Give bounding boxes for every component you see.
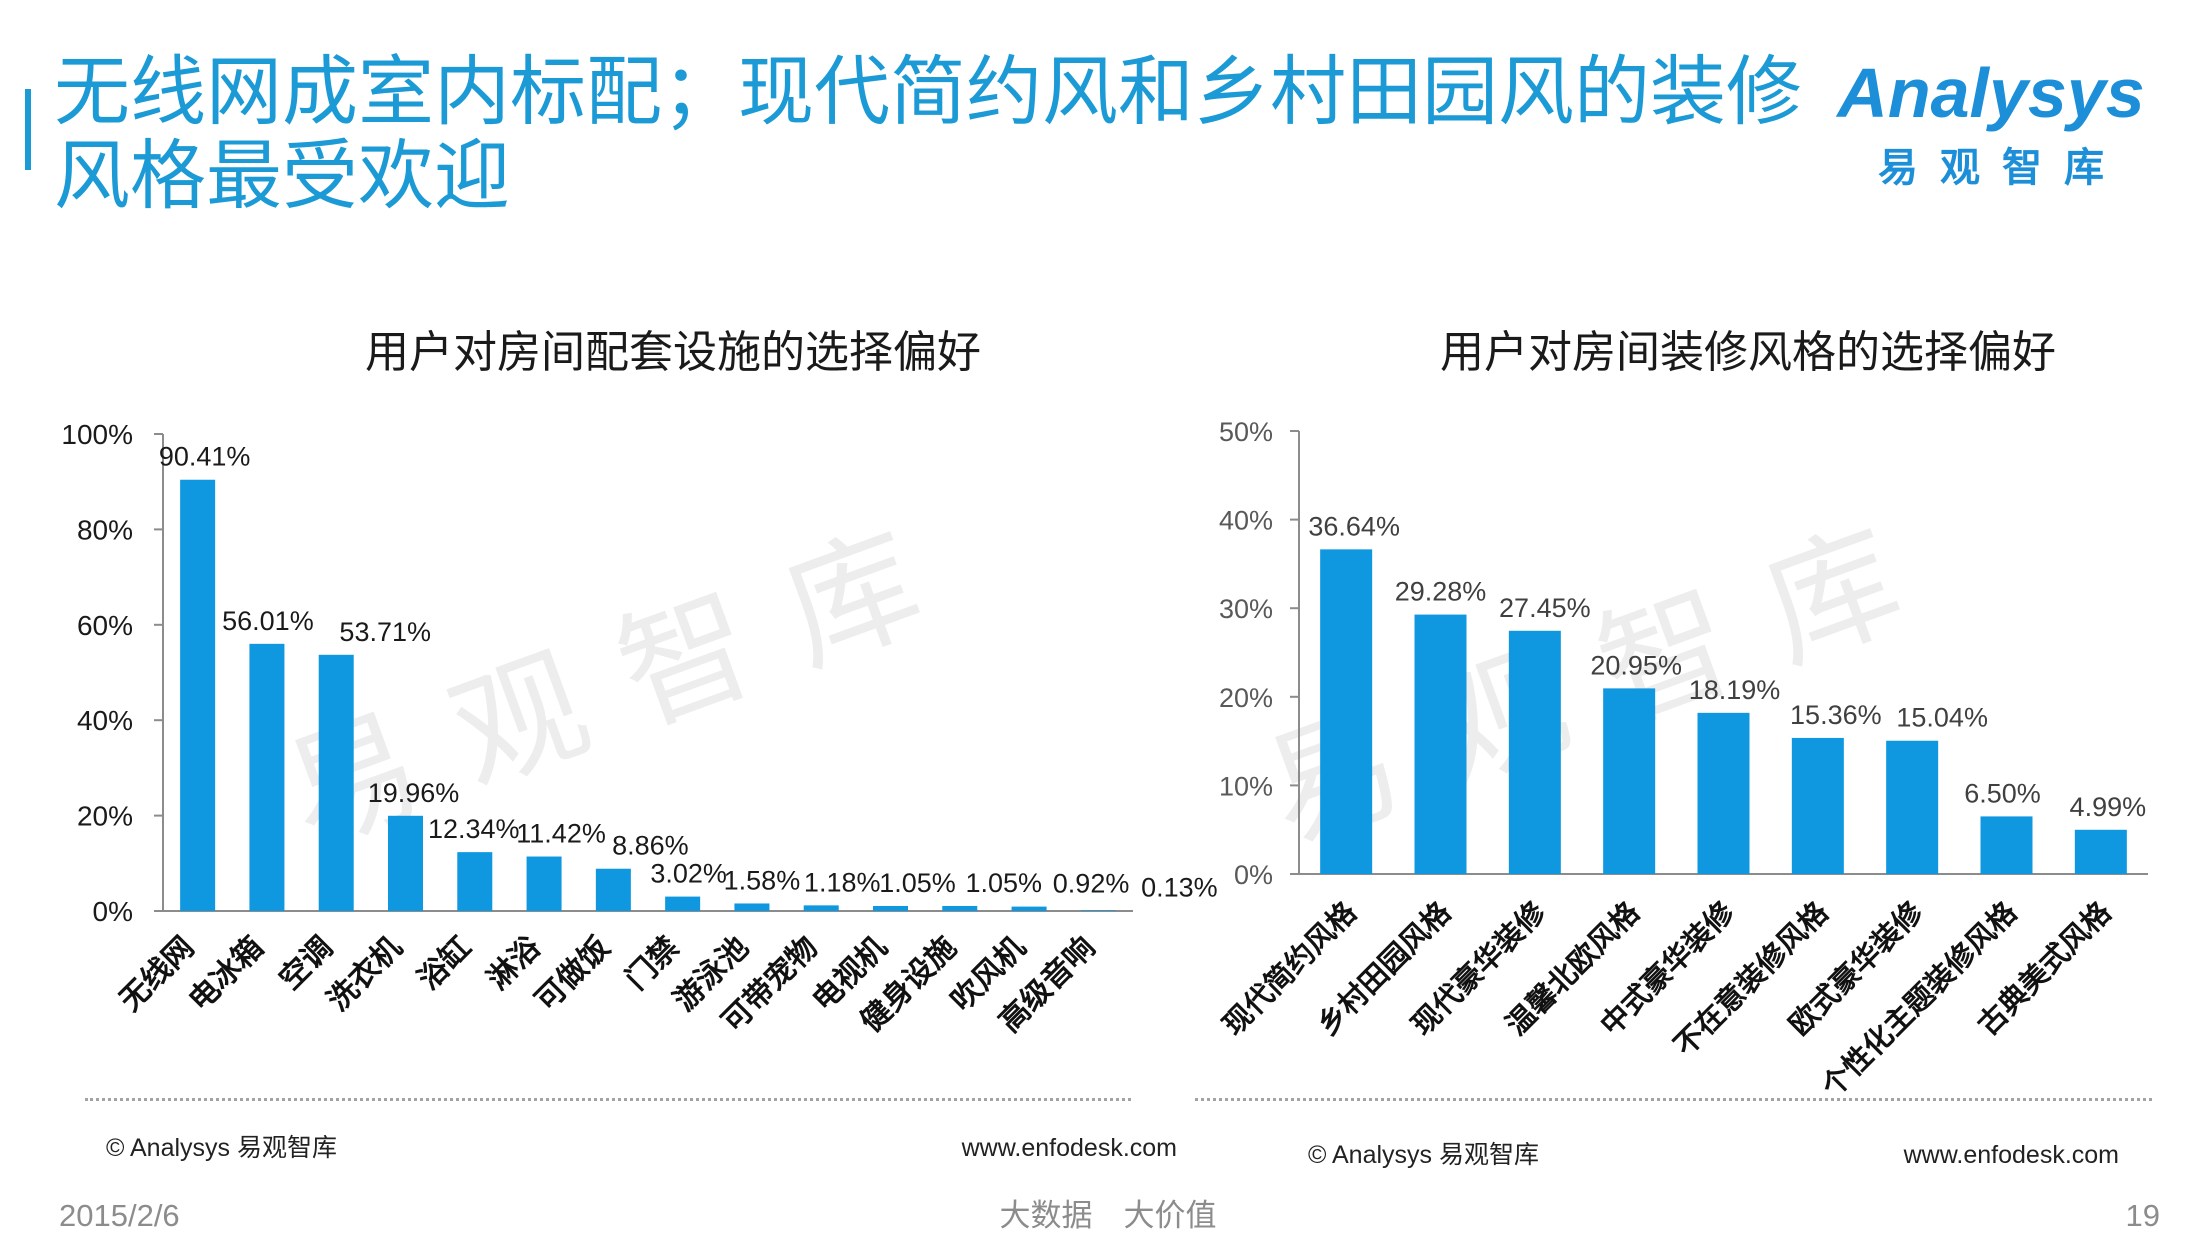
y-tick-label: 80%	[77, 514, 133, 545]
bar	[1414, 614, 1467, 874]
bar	[942, 905, 978, 911]
source-copyright: © Analysys 易观智库	[106, 1134, 337, 1162]
data-label: 12.34%	[428, 814, 520, 844]
logo-wordmark: Analysys	[1837, 54, 2145, 132]
bar	[526, 856, 562, 911]
y-tick-label: 10%	[1219, 771, 1273, 801]
bar	[249, 643, 285, 911]
y-tick-label: 0%	[1234, 860, 1273, 890]
bar	[665, 896, 701, 911]
bar	[1697, 712, 1750, 874]
data-label: 20.95%	[1590, 650, 1682, 680]
chart-title: 用户对房间配套设施的选择偏好	[365, 328, 981, 377]
bar	[803, 905, 839, 911]
data-label: 0.13%	[1141, 872, 1218, 902]
footer-slogan: 大数据 大价值	[999, 1198, 1217, 1233]
chart-title: 用户对房间装修风格的选择偏好	[1440, 328, 2056, 377]
data-label: 4.99%	[2070, 792, 2147, 822]
bar	[388, 815, 423, 911]
facilities-chart: 易观智库 用户对房间配套设施的选择偏好 0% 20% 40% 60% 80% 100% 90…	[61, 328, 1217, 1039]
data-label: 36.64%	[1308, 511, 1400, 541]
data-label: 6.50%	[1964, 778, 2041, 808]
category-label: 浴缸	[411, 930, 477, 996]
data-label: 90.41%	[159, 442, 251, 472]
category-label: 洗衣机	[321, 931, 408, 1018]
bar	[457, 852, 493, 911]
y-tick-label: 40%	[77, 705, 133, 736]
bar	[734, 903, 770, 911]
page-title-line-1: 无线网成室内标配；现代简约风和乡村田园风的装修	[54, 50, 1802, 135]
logo-chinese-name: 易观智库	[1878, 146, 2126, 190]
bar	[1080, 910, 1116, 911]
data-label: 3.02%	[650, 859, 727, 889]
data-label: 19.96%	[368, 778, 460, 808]
data-label: 1.05%	[879, 868, 956, 898]
category-label: 电冰箱	[183, 931, 270, 1018]
data-label: 0.92%	[1053, 869, 1130, 899]
data-label: 11.42%	[516, 819, 606, 849]
data-label: 1.18%	[804, 867, 881, 897]
data-label: 15.36%	[1790, 700, 1882, 730]
y-tick-label: 60%	[77, 610, 133, 641]
source-divider	[85, 1098, 1131, 1101]
data-label: 8.86%	[612, 831, 689, 861]
bar	[180, 479, 216, 911]
page-title-line-2: 风格最受欢迎	[54, 134, 510, 219]
title-accent-bar	[25, 89, 31, 170]
page-number: 19	[2125, 1198, 2160, 1233]
data-label: 1.05%	[966, 868, 1043, 898]
source-divider	[1195, 1098, 2152, 1101]
y-tick-label: 100%	[61, 419, 133, 450]
bar	[873, 905, 908, 911]
source-copyright: © Analysys 易观智库	[1308, 1141, 1539, 1169]
bar	[595, 868, 631, 911]
footer-date: 2015/2/6	[59, 1198, 180, 1233]
y-tick-label: 20%	[1219, 683, 1273, 713]
data-label: 27.45%	[1499, 593, 1591, 623]
data-label: 1.58%	[724, 865, 801, 895]
data-label: 29.28%	[1395, 577, 1487, 607]
bar	[1508, 630, 1561, 874]
bar	[1011, 906, 1047, 911]
source-url: www.enfodesk.com	[1903, 1141, 2119, 1169]
data-label: 15.04%	[1896, 703, 1988, 733]
bar	[318, 654, 354, 911]
decor-style-chart: 易观智库 用户对房间装修风格的选择偏好 0%10%20%30%40%50%36.…	[1216, 328, 2148, 1104]
bar	[1320, 549, 1373, 874]
data-label: 18.19%	[1689, 675, 1781, 705]
bar	[1980, 816, 2033, 874]
bar	[1603, 688, 1656, 874]
category-label: 可做饭	[529, 931, 616, 1018]
y-tick-label: 50%	[1219, 417, 1273, 447]
bar	[2074, 829, 2127, 874]
data-label: 53.71%	[339, 617, 431, 647]
category-label: 无线网	[114, 931, 201, 1018]
y-tick-label: 40%	[1219, 506, 1273, 536]
source-url: www.enfodesk.com	[961, 1134, 1177, 1162]
analysys-logo: Analysys 易观智库	[1836, 53, 2146, 193]
y-tick-label: 30%	[1219, 594, 1273, 624]
page-title: 无线网成室内标配；现代简约风和乡村田园风的装修 风格最受欢迎	[54, 51, 1802, 219]
bar	[1791, 737, 1844, 874]
y-tick-label: 20%	[77, 801, 133, 832]
data-label: 56.01%	[222, 606, 314, 636]
bar	[1886, 740, 1939, 874]
watermark: 易观智库	[267, 492, 982, 871]
y-tick-label: 0%	[93, 896, 133, 927]
